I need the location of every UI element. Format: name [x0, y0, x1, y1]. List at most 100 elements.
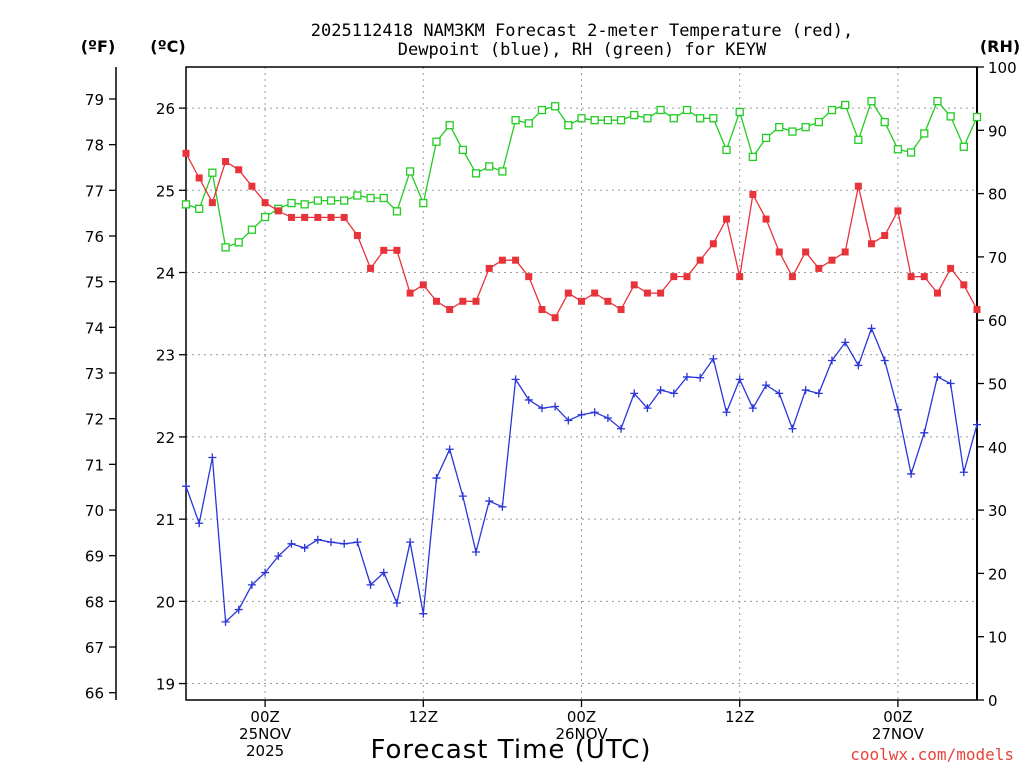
temperature-point	[802, 248, 810, 256]
dewpoint-point	[498, 502, 507, 511]
temperature-point	[696, 256, 704, 264]
chart-title-line-1: 2025112418 NAM3KM Forecast 2-meter Tempe…	[311, 21, 853, 41]
fahrenheit-tick-label: 68	[85, 593, 104, 611]
temperature-point	[406, 289, 414, 297]
dewpoint-point	[432, 474, 441, 483]
dewpoint-point	[577, 410, 586, 419]
rh-point	[906, 148, 916, 157]
rh-point	[300, 200, 309, 209]
fahrenheit-tick-label: 78	[85, 137, 104, 155]
rh-point	[577, 114, 586, 123]
rh-tick-label: 0	[988, 692, 998, 710]
dewpoint-point	[221, 617, 230, 626]
rh-point	[458, 145, 468, 155]
dewpoint-point	[379, 568, 388, 577]
temperature-point	[393, 246, 401, 254]
rh-point	[511, 116, 520, 125]
rh-point	[959, 142, 968, 151]
temperature-point	[591, 289, 599, 297]
temperature-point	[723, 215, 731, 223]
dewpoint-point	[274, 552, 283, 561]
dewpoint-point	[788, 424, 797, 433]
dewpoint-point	[920, 428, 929, 437]
rh-point	[313, 196, 322, 205]
rh-point	[933, 97, 942, 106]
temperature-point	[314, 213, 322, 221]
dewpoint-point	[511, 375, 520, 384]
rh-point	[972, 112, 982, 122]
dewpoint-point	[880, 356, 889, 365]
temperature-point	[551, 314, 559, 322]
rh-point	[735, 107, 744, 117]
rh-point	[260, 212, 270, 222]
rh-point	[682, 105, 692, 115]
x-tick-label: 26NOV	[555, 725, 608, 743]
chart-title-line-2: Dewpoint (blue), RH (green) for KEYW	[398, 40, 767, 60]
rh-point	[893, 145, 903, 154]
temperature-point	[604, 297, 612, 305]
dewpoint-point	[182, 482, 190, 491]
rh-point	[432, 137, 441, 146]
rh-tick-label: 70	[988, 249, 1007, 267]
temperature-point	[670, 273, 678, 281]
dewpoint-point	[946, 379, 955, 388]
dewpoint-point	[353, 538, 362, 547]
temperature-point	[973, 306, 981, 314]
fahrenheit-unit-label: (ºF)	[81, 37, 116, 56]
dewpoint-point	[709, 354, 718, 363]
dewpoint-point	[630, 389, 639, 398]
celsius-tick-label: 26	[156, 100, 175, 118]
dewpoint-point	[867, 324, 876, 333]
temperature-point	[643, 289, 651, 297]
rh-point	[590, 116, 599, 125]
rh-point	[405, 167, 415, 176]
temperature-point	[459, 297, 467, 305]
grid-lines	[186, 67, 977, 700]
dewpoint-point	[195, 519, 204, 528]
rh-point	[656, 105, 665, 115]
temperature-point	[340, 213, 348, 221]
rh-point	[722, 145, 731, 155]
dewpoint-point	[669, 389, 678, 398]
temperature-point	[854, 182, 862, 190]
dewpoint-point	[564, 416, 573, 425]
rh-point	[287, 198, 296, 208]
fahrenheit-tick-label: 73	[85, 365, 104, 383]
rh-tick-label: 40	[988, 439, 1007, 457]
dewpoint-point	[287, 539, 296, 548]
temperature-point	[432, 297, 440, 305]
rh-point	[498, 167, 507, 176]
celsius-tick-label: 20	[156, 593, 175, 611]
rh-point	[814, 117, 823, 127]
x-tick-label: 25NOV	[239, 725, 292, 743]
temperature-point	[380, 246, 388, 254]
rh-tick-label: 90	[988, 122, 1007, 140]
temperature-point	[630, 281, 638, 289]
temperature-point	[485, 264, 493, 272]
dewpoint-point	[366, 580, 375, 589]
rh-point	[696, 114, 705, 123]
dewpoint-point	[735, 375, 744, 384]
dewpoint-series	[182, 324, 981, 626]
rh-tick-label: 80	[988, 186, 1007, 204]
temperature-point	[525, 273, 533, 281]
temperature-point	[841, 248, 849, 256]
rh-point	[946, 112, 955, 121]
rh-point	[854, 135, 863, 144]
temperature-point	[947, 264, 955, 272]
fahrenheit-tick-label: 71	[85, 456, 104, 474]
temperature-point	[472, 297, 480, 305]
rh-tick-label: 100	[988, 59, 1017, 77]
dewpoint-point	[524, 395, 533, 404]
temperature-point	[301, 213, 309, 221]
dewpoint-point	[959, 468, 968, 477]
temperature-point	[933, 289, 941, 297]
temperature-point	[617, 306, 625, 314]
fahrenheit-tick-label: 79	[85, 91, 104, 109]
temperature-point	[538, 306, 546, 314]
dewpoint-point	[445, 445, 454, 454]
rh-line	[185, 99, 978, 249]
dewpoint-point	[537, 404, 546, 413]
temperature-point	[235, 166, 243, 174]
rh-point	[366, 193, 375, 203]
